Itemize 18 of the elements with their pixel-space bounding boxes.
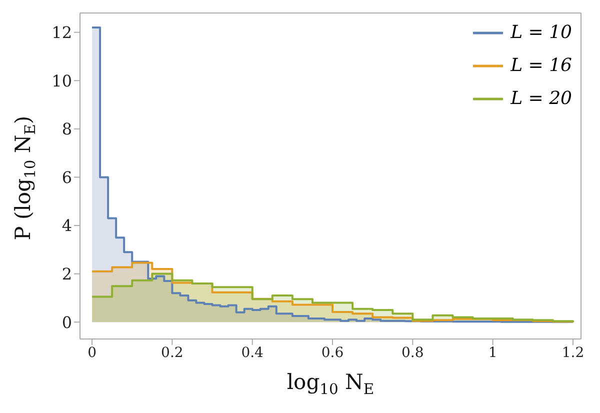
y-tick-label: 12 <box>52 23 72 42</box>
x-tick-label: 0.4 <box>241 344 264 361</box>
x-tick-label: 1 <box>488 344 498 361</box>
y-tick-label: 8 <box>62 120 72 139</box>
y-tick-label: 0 <box>62 312 72 332</box>
x-axis-title: log$_{10}$ N$_{E}$ <box>286 370 374 398</box>
x-tick-label: 1.2 <box>562 344 584 361</box>
x-tick-label: 0.8 <box>402 344 424 361</box>
x-tick-label: 0.2 <box>161 344 184 361</box>
y-tick-label: 4 <box>62 216 72 236</box>
x-tick-label: 0 <box>88 344 96 361</box>
y-tick-label: 2 <box>62 264 72 284</box>
y-tick-label: 10 <box>52 71 72 90</box>
legend-label: L = 10 <box>510 22 572 43</box>
legend-label: L = 20 <box>510 88 572 109</box>
y-tick-label: 6 <box>62 168 72 187</box>
x-tick-label: 0.6 <box>321 344 344 361</box>
legend-label: L = 16 <box>510 55 572 76</box>
